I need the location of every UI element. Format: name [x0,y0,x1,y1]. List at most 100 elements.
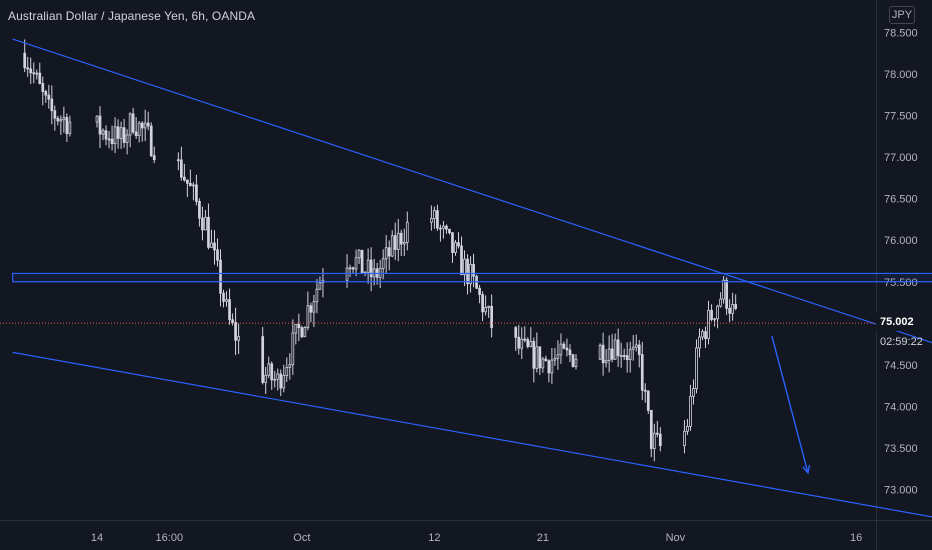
upper-trendline [12,38,932,344]
candle-body [574,358,578,367]
candle-body [231,319,234,323]
candle-body [222,292,225,302]
candle-body [32,72,36,75]
candle-body [610,348,614,360]
candle-body [140,122,144,129]
candle-body [490,305,493,328]
candle-body [279,373,283,389]
bar-countdown: 02:59:22 [880,336,923,348]
candle-body [692,388,695,397]
candle-body [405,221,409,243]
candle-body [734,304,738,309]
candle-body [701,331,704,338]
candle-body [393,235,397,250]
current-price-label: 75.002 [876,313,932,331]
y-tick-label: 78.500 [884,27,918,39]
candle-body [484,307,487,313]
candle-body [640,354,644,391]
y-tick-label: 75.500 [884,277,918,289]
candle-body [722,279,725,300]
candle-body [604,360,608,364]
candle-body [309,305,313,313]
candle-body [547,360,551,374]
x-tick-label: Nov [666,532,686,544]
candle-body [716,305,719,320]
candle-body [303,327,307,338]
y-tick-label: 76.000 [884,235,918,247]
y-tick-label: 77.000 [884,152,918,164]
candle-body [698,336,701,349]
candle-body [514,327,518,338]
candle-body [104,130,108,140]
candle-body [110,138,114,144]
candle-body [213,242,216,251]
chart-title: Australian Dollar / Japanese Yen, 6h, OA… [8,9,256,23]
y-tick-label: 78.000 [884,69,918,81]
candle-body [481,294,484,313]
candle-body [728,307,731,314]
candle-body [137,122,141,137]
candle-body [598,344,602,360]
candle-body [538,346,542,369]
candle-body [731,304,734,314]
resistance-zone [12,272,932,283]
candle-body [176,159,180,162]
candle-body [568,349,572,356]
candle-body [646,390,650,411]
candle-body [658,433,662,447]
candle-body [725,279,728,309]
candle-body [652,432,656,449]
currency-label-button[interactable]: JPY [889,6,915,24]
candle-body [35,72,39,75]
candle-body [149,125,153,157]
candle-body [351,267,355,270]
candle-body [556,354,560,359]
candle-body [312,301,316,313]
candle-body [433,210,436,219]
candle-body [116,126,120,139]
candle-body [216,249,219,261]
candle-body [571,354,575,367]
candle-body [143,122,147,129]
plot-area [0,0,876,520]
candle-body [390,235,394,257]
candle-body [131,113,135,133]
x-tick-label: 21 [537,532,549,544]
candle-body [469,263,472,285]
candle-body [186,179,189,184]
candle-body [430,218,433,223]
candle-body [616,339,620,357]
candle-body [26,67,30,70]
candle-body [529,341,533,347]
candle-body [466,258,469,285]
candle-body [152,155,156,161]
candle-body [445,225,448,230]
candle-body [613,339,617,360]
x-tick-label: 14 [91,532,103,544]
candle-body [532,341,536,369]
candle-body [463,258,466,276]
candle-body [47,94,51,100]
candle-body [454,242,457,253]
candle-body [553,357,557,361]
candle-body [62,117,66,121]
candle-body [565,347,569,351]
candle-body [372,268,376,278]
candle-body [146,122,150,127]
candle-body [234,322,237,341]
candle-body [601,344,605,364]
candle-body [183,176,186,181]
candle-body [619,355,623,357]
candle-body [655,432,659,435]
candle-body [125,134,129,143]
candle-body [300,327,304,338]
candle-body [288,364,292,368]
candle-body [683,430,686,447]
candle-body [65,117,69,134]
candle-body [451,232,454,253]
candle-body [261,336,265,383]
candle-body [237,336,240,341]
candle-body [704,331,707,339]
candle-body [695,347,698,390]
